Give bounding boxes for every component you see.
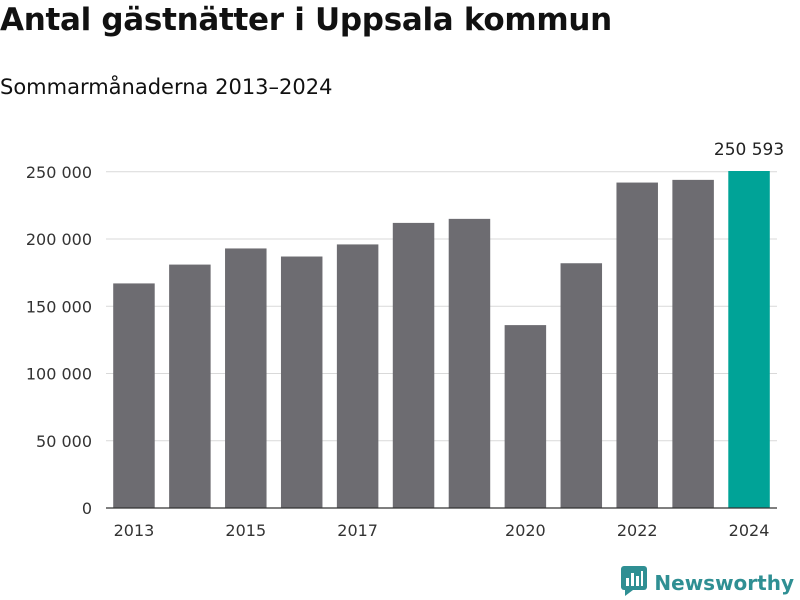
y-tick-label: 50 000 <box>36 432 92 451</box>
y-tick-label: 0 <box>82 499 92 518</box>
bar-2016 <box>280 256 323 508</box>
y-tick-label: 250 000 <box>26 163 92 182</box>
bar-2019 <box>448 218 491 508</box>
bar-2022 <box>616 182 658 508</box>
x-tick-label: 2017 <box>337 521 378 540</box>
labels: 0 50 000 100 000 150 000 200 000 250 000 2013 2… <box>26 140 784 540</box>
bar-2018 <box>392 222 435 508</box>
bar-2024 <box>728 171 770 508</box>
bars <box>113 171 770 508</box>
x-tick-label: 2015 <box>225 521 266 540</box>
newsworthy-logo-text: Newsworthy <box>654 571 794 595</box>
bar-2021 <box>560 263 603 508</box>
bar-2017 <box>336 244 379 508</box>
bar-2015 <box>225 248 267 508</box>
y-tick-label: 100 000 <box>26 365 92 384</box>
y-tick-label: 200 000 <box>26 230 92 249</box>
bar-2023 <box>672 179 714 508</box>
y-tick-label: 150 000 <box>26 297 92 316</box>
chart-subtitle: Sommarmånaderna 2013–2024 <box>0 75 333 99</box>
x-tick-label: 2022 <box>617 521 658 540</box>
bar-2013 <box>113 283 155 508</box>
bar-2014 <box>169 264 211 508</box>
bar-2020 <box>504 325 547 508</box>
data-label: 250 593 <box>714 140 784 160</box>
newsworthy-logo-icon <box>621 566 648 600</box>
x-tick-label: 2020 <box>505 521 546 540</box>
x-tick-label: 2024 <box>729 521 770 540</box>
newsworthy-logo: Newsworthy <box>621 566 794 600</box>
gridlines <box>106 171 777 442</box>
chart-title: Antal gästnätter i Uppsala kommun <box>0 2 612 38</box>
x-tick-label: 2013 <box>114 521 155 540</box>
